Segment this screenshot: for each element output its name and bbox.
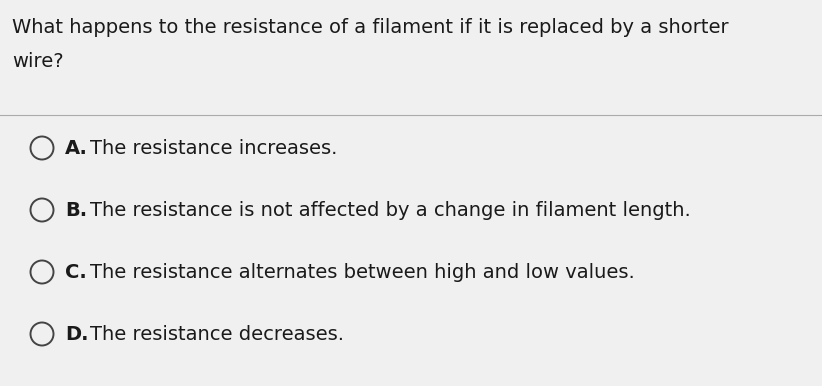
Text: C.: C.	[65, 262, 87, 281]
Text: The resistance alternates between high and low values.: The resistance alternates between high a…	[90, 262, 635, 281]
Text: wire?: wire?	[12, 52, 63, 71]
Text: What happens to the resistance of a filament if it is replaced by a shorter: What happens to the resistance of a fila…	[12, 18, 728, 37]
Text: B.: B.	[65, 200, 87, 220]
Text: The resistance increases.: The resistance increases.	[90, 139, 337, 157]
Text: The resistance is not affected by a change in filament length.: The resistance is not affected by a chan…	[90, 200, 690, 220]
Text: A.: A.	[65, 139, 88, 157]
Text: The resistance decreases.: The resistance decreases.	[90, 325, 344, 344]
Text: D.: D.	[65, 325, 89, 344]
